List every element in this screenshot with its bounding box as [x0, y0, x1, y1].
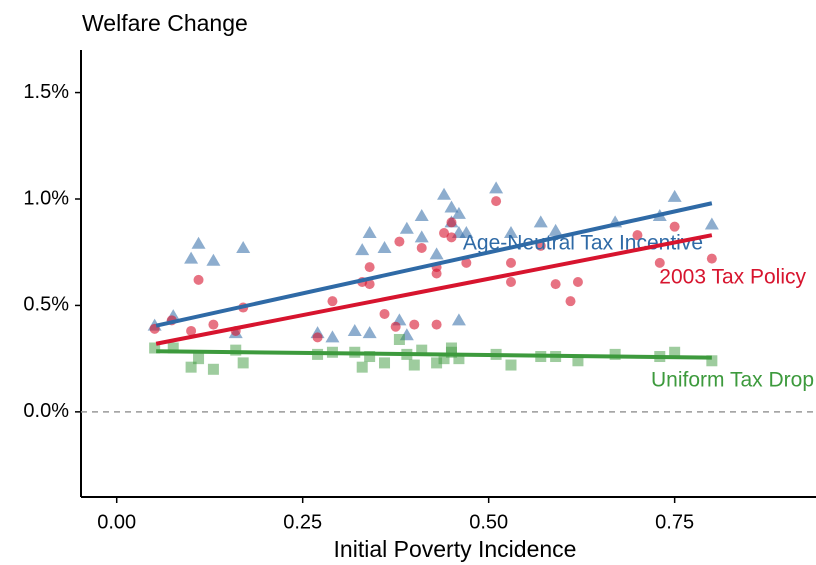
- point: [364, 262, 375, 273]
- x-axis-label: Initial Poverty Incidence: [334, 536, 577, 562]
- point: [416, 344, 428, 356]
- point: [409, 319, 420, 330]
- point: [236, 240, 251, 253]
- point: [548, 223, 563, 236]
- point: [325, 330, 340, 343]
- y-tick-label: 1.5%: [23, 81, 69, 103]
- point: [312, 332, 323, 343]
- x-tick-label: 0.00: [97, 511, 136, 533]
- point: [451, 206, 466, 219]
- x-tick-label: 0.75: [655, 511, 694, 533]
- point: [459, 226, 474, 239]
- point: [505, 359, 517, 371]
- point: [191, 236, 206, 249]
- point: [654, 257, 665, 268]
- point: [399, 221, 414, 234]
- x-tick-label: 0.50: [469, 511, 508, 533]
- point: [408, 359, 420, 371]
- series-label: Uniform Tax Drop: [651, 369, 814, 392]
- point: [379, 357, 391, 369]
- point: [706, 355, 718, 367]
- point: [429, 247, 444, 260]
- point: [193, 274, 204, 285]
- point: [446, 217, 457, 228]
- point: [355, 243, 370, 256]
- point: [565, 296, 576, 307]
- point: [362, 326, 377, 339]
- point: [505, 257, 516, 268]
- point: [439, 228, 450, 239]
- point: [669, 346, 681, 358]
- point: [669, 221, 680, 232]
- point: [431, 319, 442, 330]
- point: [237, 357, 249, 369]
- y-tick-label: 0.5%: [23, 294, 69, 316]
- point: [503, 226, 518, 239]
- point: [379, 308, 390, 319]
- point: [451, 313, 466, 326]
- point: [414, 209, 429, 222]
- point: [632, 230, 643, 241]
- fit-line: [156, 349, 712, 360]
- y-tick-label: 1.0%: [23, 187, 69, 209]
- point: [572, 355, 584, 367]
- fit-line: [155, 233, 713, 346]
- point: [505, 277, 516, 288]
- point: [394, 236, 405, 247]
- point: [704, 217, 719, 230]
- point: [362, 226, 377, 239]
- point: [445, 346, 457, 358]
- point: [550, 279, 561, 290]
- point: [327, 296, 338, 307]
- point: [193, 353, 205, 365]
- chart-title: Welfare Change: [82, 10, 248, 36]
- point: [149, 342, 161, 354]
- y-tick-label: 0.0%: [23, 400, 69, 422]
- point: [667, 189, 682, 202]
- point: [431, 268, 442, 279]
- point: [364, 279, 375, 290]
- point: [446, 232, 457, 243]
- point: [431, 357, 443, 369]
- point: [186, 325, 197, 336]
- fit-line: [155, 201, 713, 328]
- point: [572, 277, 583, 288]
- point: [706, 253, 717, 264]
- point: [207, 363, 219, 375]
- point: [453, 353, 465, 365]
- point: [347, 323, 362, 336]
- point: [185, 361, 197, 373]
- point: [208, 319, 219, 330]
- point: [167, 342, 179, 354]
- point: [444, 200, 459, 213]
- point: [364, 351, 376, 363]
- point: [206, 253, 221, 266]
- point: [533, 215, 548, 228]
- x-tick-label: 0.25: [283, 511, 322, 533]
- point: [414, 230, 429, 243]
- point: [461, 257, 472, 268]
- point: [390, 321, 401, 332]
- point: [489, 181, 504, 194]
- point: [356, 361, 368, 373]
- point: [416, 242, 427, 253]
- point: [438, 353, 450, 365]
- point: [609, 348, 621, 360]
- point: [393, 333, 405, 345]
- point: [437, 187, 452, 200]
- point: [491, 196, 502, 207]
- point: [184, 251, 199, 264]
- series-label: 2003 Tax Policy: [659, 266, 806, 289]
- point: [377, 240, 392, 253]
